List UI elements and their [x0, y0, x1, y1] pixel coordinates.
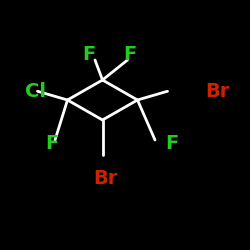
Text: Br: Br: [93, 169, 117, 188]
Text: Br: Br: [205, 82, 230, 101]
Text: F: F: [82, 46, 96, 64]
Text: F: F: [124, 46, 136, 64]
Text: F: F: [45, 134, 58, 153]
Text: F: F: [165, 134, 178, 153]
Text: Cl: Cl: [25, 82, 46, 101]
